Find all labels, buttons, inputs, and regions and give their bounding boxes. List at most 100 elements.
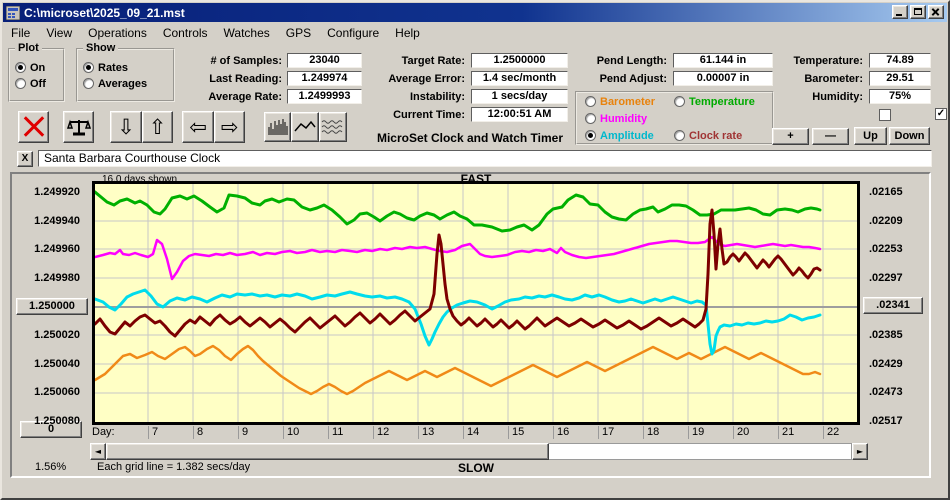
day-label: 10 — [287, 426, 300, 438]
clock-name-field[interactable]: Santa Barbara Courthouse Clock — [38, 150, 932, 167]
day-label: 22 — [827, 426, 840, 438]
scroll-right-button[interactable]: ⇨ — [214, 111, 245, 143]
wavy-lines-icon — [321, 120, 343, 134]
right-axis-label: .02517 — [869, 415, 903, 427]
menu-operations[interactable]: Operations — [88, 25, 147, 40]
day-tick — [373, 426, 374, 439]
day-tick — [148, 426, 149, 439]
pend_length-label: Pend Length: — [596, 55, 667, 67]
menu-controls[interactable]: Controls — [162, 25, 208, 40]
right-axis-label: .02473 — [869, 386, 903, 398]
day-tick — [733, 426, 734, 439]
zigzag-line-icon — [294, 120, 316, 132]
up-arrow-icon: ⇧ — [148, 114, 167, 139]
minimize-button[interactable] — [892, 5, 908, 19]
target_rate-value[interactable]: 1.2500000 — [471, 53, 568, 68]
menu-configure[interactable]: Configure — [327, 25, 380, 40]
instability-value: 1 secs/day — [471, 89, 568, 104]
plot-groupbox: Plot — [8, 42, 65, 102]
pend_length-value[interactable]: 61.144 in — [673, 53, 773, 68]
series-humidity — [93, 235, 822, 281]
radio-humidity[interactable]: Humidity — [585, 112, 647, 125]
histogram-view-button[interactable] — [264, 112, 291, 142]
menu-watches[interactable]: Watches — [223, 25, 270, 40]
checkbox-left[interactable] — [879, 109, 891, 121]
menu-view[interactable]: View — [46, 25, 73, 40]
maximize-button[interactable] — [910, 5, 926, 19]
radio-averages-label: Averages — [98, 77, 148, 90]
radio-humidity-label: Humidity — [600, 112, 648, 125]
left-axis-label: 1.250020 — [34, 329, 80, 341]
right-axis-center-button[interactable]: .02341 — [863, 297, 923, 314]
right-axis-label: .02253 — [869, 243, 903, 255]
right-axis-label: .02385 — [869, 329, 903, 341]
radio-off[interactable]: Off — [15, 77, 46, 90]
percent-label: 1.56% — [35, 461, 67, 473]
balance-button[interactable] — [63, 111, 94, 143]
series-temperature — [93, 190, 822, 233]
show-groupbox-label: Show — [83, 42, 119, 54]
down-button[interactable]: Down — [889, 127, 930, 145]
radio-averages[interactable]: Averages — [83, 77, 147, 90]
radio-on-label: On — [30, 61, 46, 74]
left-axis-label: 1.250080 — [34, 415, 80, 427]
zero-button[interactable]: 0 — [20, 421, 82, 438]
chart-panel: 16.0 days shown FAST 0 Day: ◄ ► 1.56% Ea… — [10, 172, 931, 478]
radio-amplitude[interactable]: Amplitude — [585, 129, 654, 142]
temperature-label: Temperature: — [793, 55, 863, 67]
down-arrow-icon: ⇩ — [117, 114, 135, 139]
histogram-icon — [268, 119, 287, 135]
shift-up-button[interactable]: ⇧ — [142, 111, 173, 143]
left-axis-center-button[interactable]: 1.250000 — [16, 298, 88, 315]
day-tick — [328, 426, 329, 439]
radio-temperature[interactable]: Temperature — [674, 95, 755, 108]
menu-help[interactable]: Help — [395, 25, 420, 40]
radio-clock-rate[interactable]: Clock rate — [674, 129, 742, 142]
scrollbar-left-arrow[interactable]: ◄ — [90, 443, 106, 460]
day-label: 11 — [332, 426, 344, 438]
day-tick — [508, 426, 509, 439]
plus-button[interactable]: + — [772, 128, 809, 145]
menu-gps[interactable]: GPS — [285, 25, 312, 40]
series-barometer — [93, 344, 822, 396]
discard-button[interactable] — [18, 111, 49, 143]
right-axis-label: .02209 — [869, 215, 903, 227]
checkbox-right[interactable] — [935, 108, 947, 120]
minus-button[interactable]: — — [812, 128, 849, 145]
radio-barometer-dot — [585, 96, 596, 107]
day-label: 12 — [377, 426, 390, 438]
scrollbar-right-arrow[interactable]: ► — [852, 443, 868, 460]
scroll-left-button[interactable]: ⇦ — [182, 111, 214, 143]
day-tick — [463, 426, 464, 439]
last_reading-value: 1.249974 — [287, 71, 362, 86]
titlebar: C:\microset\2025_09_21.mst — [3, 3, 947, 22]
close-button[interactable] — [928, 5, 944, 19]
radio-rates-dot — [83, 62, 94, 73]
left-axis-label: 1.249980 — [34, 272, 80, 284]
series-clock-rate — [93, 208, 822, 338]
radio-barometer[interactable]: Barometer — [585, 95, 655, 108]
day-tick — [418, 426, 419, 439]
chart-svg — [93, 184, 857, 422]
temperature-value: 74.89 — [869, 53, 931, 68]
day-label: 14 — [467, 426, 480, 438]
up-button[interactable]: Up — [854, 127, 887, 145]
app-caption: MicroSet Clock and Watch Timer — [376, 131, 564, 145]
day-tick — [283, 426, 284, 439]
plot-groupbox-label: Plot — [15, 42, 42, 54]
raw-line-view-button[interactable] — [291, 112, 319, 142]
scrollbar-thumb[interactable] — [106, 443, 549, 460]
smoothed-view-button[interactable] — [319, 112, 347, 142]
average_rate-label: Average Rate: — [208, 91, 282, 103]
radio-rates[interactable]: Rates — [83, 61, 128, 74]
radio-on[interactable]: On — [15, 61, 45, 74]
day-axis-prefix: Day: — [92, 426, 115, 438]
target_rate-label: Target Rate: — [401, 55, 465, 67]
menu-file[interactable]: File — [11, 25, 31, 40]
day-tick — [553, 426, 554, 439]
radio-averages-dot — [83, 78, 94, 89]
days-shown-label: 16.0 days shown — [102, 174, 178, 185]
shift-down-button[interactable]: ⇩ — [110, 111, 142, 143]
pend_adjust-value[interactable]: 0.00007 in — [673, 71, 773, 86]
clock-name-close-button[interactable]: X — [17, 151, 33, 167]
